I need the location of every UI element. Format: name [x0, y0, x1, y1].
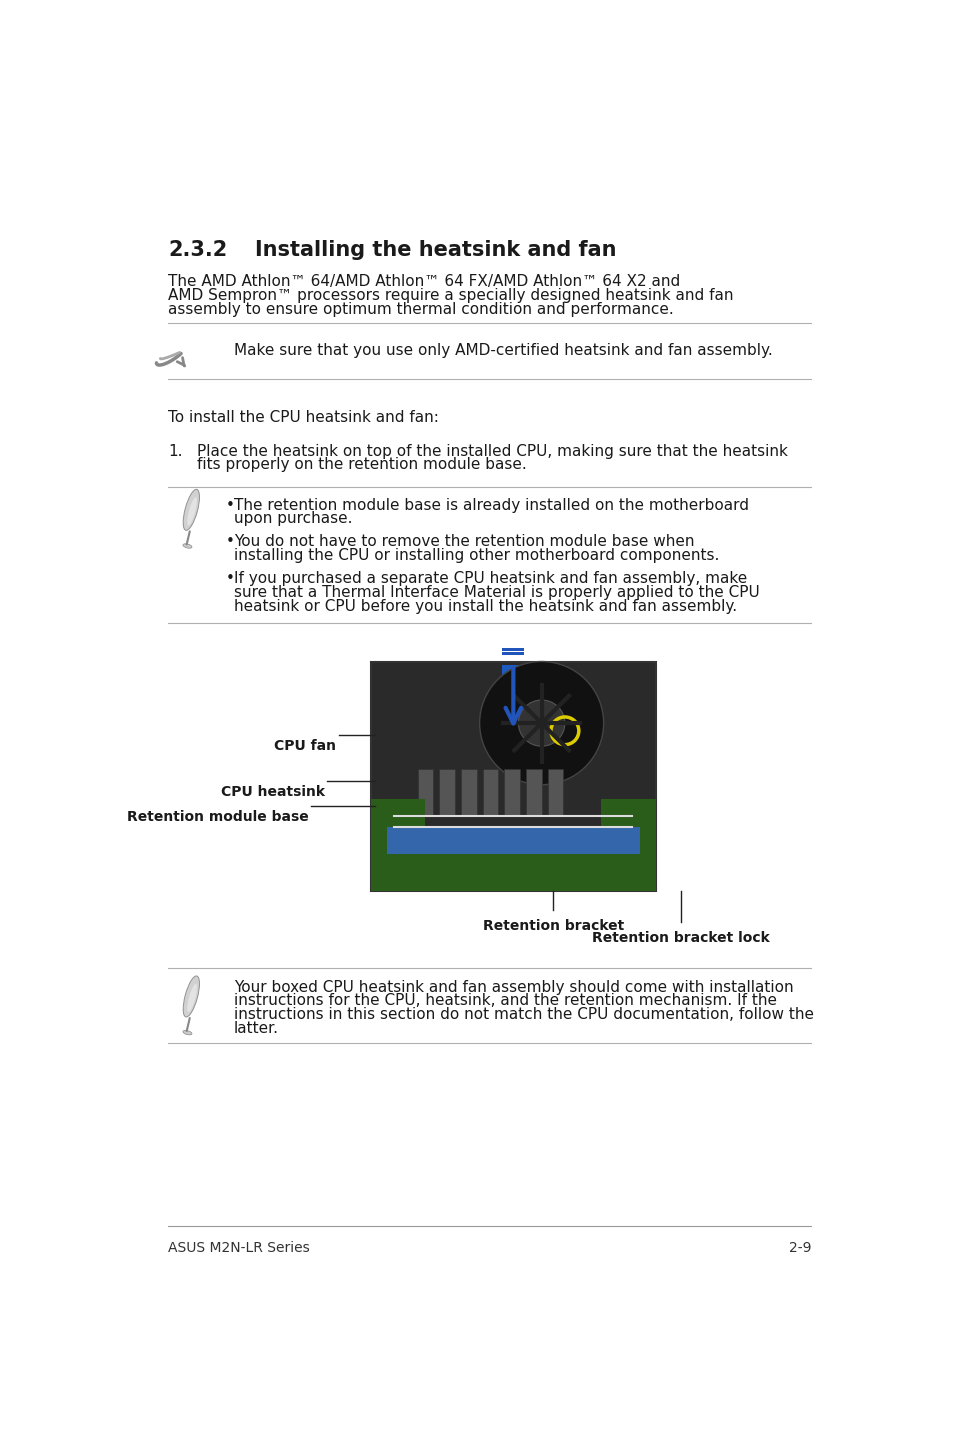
Text: •: •: [226, 535, 234, 549]
Bar: [371, 798, 425, 876]
Text: Make sure that you use only AMD-certified heatsink and fan assembly.: Make sure that you use only AMD-certifie…: [233, 344, 772, 358]
Text: CPU heatsink: CPU heatsink: [220, 785, 324, 798]
Bar: [482, 769, 497, 815]
Bar: [460, 769, 476, 815]
Text: installing the CPU or installing other motherboard components.: installing the CPU or installing other m…: [233, 548, 719, 564]
Text: •: •: [226, 498, 234, 512]
Ellipse shape: [183, 1031, 192, 1035]
Ellipse shape: [187, 498, 196, 525]
Bar: [547, 769, 562, 815]
Text: You do not have to remove the retention module base when: You do not have to remove the retention …: [233, 535, 694, 549]
Text: Retention bracket: Retention bracket: [482, 919, 623, 933]
Text: latter.: latter.: [233, 1021, 278, 1037]
Text: Place the heatsink on top of the installed CPU, making sure that the heatsink: Place the heatsink on top of the install…: [196, 443, 787, 459]
Bar: [386, 827, 639, 854]
Ellipse shape: [187, 984, 196, 1012]
Ellipse shape: [183, 544, 192, 548]
Circle shape: [517, 700, 564, 746]
Bar: [439, 769, 455, 815]
Circle shape: [479, 661, 603, 785]
Bar: [502, 666, 523, 719]
Text: assembly to ensure optimum thermal condition and performance.: assembly to ensure optimum thermal condi…: [168, 302, 673, 316]
Polygon shape: [495, 719, 532, 751]
Text: CPU fan: CPU fan: [274, 739, 335, 752]
Text: instructions in this section do not match the CPU documentation, follow the: instructions in this section do not matc…: [233, 1007, 813, 1022]
Text: ASUS M2N-LR Series: ASUS M2N-LR Series: [168, 1241, 310, 1255]
Text: instructions for the CPU, heatsink, and the retention mechanism. If the: instructions for the CPU, heatsink, and …: [233, 994, 776, 1008]
Text: Retention bracket lock: Retention bracket lock: [592, 930, 769, 945]
Bar: [371, 853, 655, 892]
Text: Retention module base: Retention module base: [128, 810, 309, 824]
Text: Your boxed CPU heatsink and fan assembly should come with installation: Your boxed CPU heatsink and fan assembly…: [233, 979, 793, 995]
Bar: [600, 798, 655, 876]
Text: fits properly on the retention module base.: fits properly on the retention module ba…: [196, 457, 526, 473]
Bar: [525, 769, 541, 815]
Text: 2-9: 2-9: [788, 1241, 810, 1255]
Bar: [417, 769, 433, 815]
Bar: [504, 769, 519, 815]
Text: upon purchase.: upon purchase.: [233, 512, 352, 526]
Text: AMD Sempron™ processors require a specially designed heatsink and fan: AMD Sempron™ processors require a specia…: [168, 288, 733, 303]
Text: To install the CPU heatsink and fan:: To install the CPU heatsink and fan:: [168, 410, 438, 424]
Ellipse shape: [183, 976, 199, 1017]
Text: heatsink or CPU before you install the heatsink and fan assembly.: heatsink or CPU before you install the h…: [233, 600, 737, 614]
Text: Installing the heatsink and fan: Installing the heatsink and fan: [254, 240, 616, 260]
Text: The AMD Athlon™ 64/AMD Athlon™ 64 FX/AMD Athlon™ 64 X2 and: The AMD Athlon™ 64/AMD Athlon™ 64 FX/AMD…: [168, 275, 679, 289]
Text: 1.: 1.: [168, 443, 182, 459]
Text: 2.3.2: 2.3.2: [168, 240, 227, 260]
Bar: [502, 647, 523, 651]
Bar: [502, 651, 523, 654]
Text: sure that a Thermal Interface Material is properly applied to the CPU: sure that a Thermal Interface Material i…: [233, 585, 759, 600]
Bar: [371, 661, 655, 892]
Text: The retention module base is already installed on the motherboard: The retention module base is already ins…: [233, 498, 748, 512]
Text: •: •: [226, 571, 234, 587]
Ellipse shape: [183, 489, 199, 531]
Text: If you purchased a separate CPU heatsink and fan assembly, make: If you purchased a separate CPU heatsink…: [233, 571, 746, 587]
